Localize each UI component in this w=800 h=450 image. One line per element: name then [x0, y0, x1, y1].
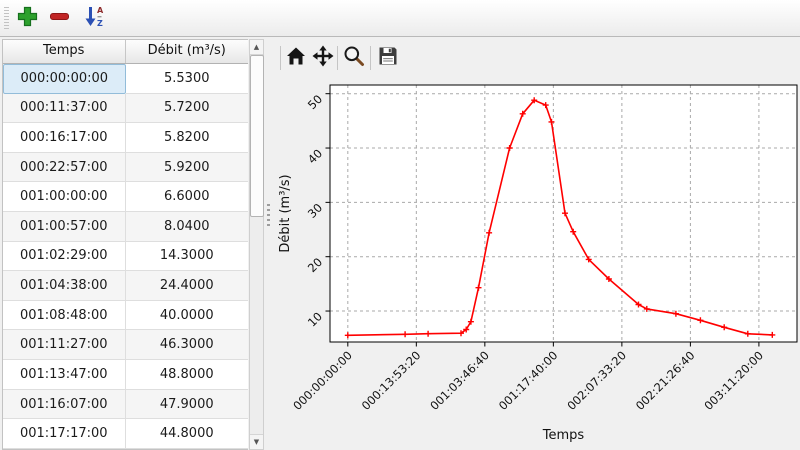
table-cell[interactable]: 000:22:57:00 [3, 152, 126, 183]
table-row: 000:00:00:00 5.5300 [3, 64, 248, 94]
table-cell[interactable]: 000:00:00:00 [3, 64, 126, 94]
svg-text:A: A [97, 6, 104, 15]
pan-icon [312, 45, 334, 71]
triangle-up-icon: ▲ [253, 43, 260, 51]
panel-splitter[interactable] [264, 37, 273, 450]
triangle-down-icon: ▼ [253, 438, 260, 446]
zoom-button[interactable] [340, 42, 367, 73]
home-button[interactable] [282, 42, 309, 73]
save-button[interactable] [374, 42, 401, 73]
y-tick-label: 30 [305, 201, 325, 221]
table-cell[interactable]: 5.8200 [125, 123, 248, 153]
x-tick-label: 002:07:33:20 [564, 348, 629, 413]
table-scrollbar[interactable]: ▲ ▼ [249, 39, 264, 450]
table-cell[interactable]: 8.0400 [125, 212, 248, 242]
zoom-icon [343, 45, 365, 71]
x-tick-label: 003:11:20:00 [701, 348, 766, 413]
chart-panel: 000:00:00:00 000:13:53:20 001:03:46:40 001:… [273, 37, 800, 450]
data-point-markers [344, 97, 776, 339]
x-tick-label: 000:00:00:00 [290, 348, 355, 413]
table-cell[interactable]: 6.6000 [125, 182, 248, 213]
table-row: 001:00:00:00 6.6000 [3, 182, 248, 213]
table-header: Temps Débit (m³/s) [3, 40, 248, 64]
x-tick-label: 001:03:46:40 [427, 348, 492, 413]
table-cell[interactable]: 001:00:57:00 [3, 212, 126, 242]
table-row: 001:02:29:00 14.3000 [3, 241, 248, 272]
table-row: 001:11:27:00 46.3000 [3, 330, 248, 361]
table-row: 000:16:17:00 5.8200 [3, 123, 248, 153]
table-row: 000:11:37:00 5.7200 [3, 93, 248, 124]
toolbar-grip[interactable] [4, 7, 9, 30]
scroll-down-button[interactable]: ▼ [250, 434, 263, 449]
table-row: 001:17:17:00 44.8000 [3, 419, 248, 449]
sort-button[interactable]: A Z [79, 4, 107, 32]
add-row-button[interactable] [13, 4, 41, 32]
splitter-handle-icon [267, 204, 270, 226]
minus-icon [48, 5, 71, 32]
y-tick-label: 20 [305, 255, 325, 275]
table-row: 001:00:57:00 8.0400 [3, 212, 248, 242]
x-tick-label: 001:17:40:00 [496, 348, 561, 413]
table-row: 001:04:38:00 24.4000 [3, 271, 248, 301]
table-cell[interactable]: 48.8000 [125, 360, 248, 390]
save-icon [377, 45, 399, 71]
hydrograph-chart[interactable]: 000:00:00:00 000:13:53:20 001:03:46:40 001:… [273, 80, 800, 450]
y-tick-label: 50 [305, 92, 325, 112]
column-header-debit[interactable]: Débit (m³/s) [147, 43, 226, 58]
table-row: 001:13:47:00 48.8000 [3, 360, 248, 390]
main-toolbar: A Z [0, 0, 800, 37]
sort-az-icon: A Z [81, 4, 105, 32]
hydrograph-table: Temps Débit (m³/s) 000:00:00:00 5.5300 000… [2, 39, 248, 450]
x-tick-label: 000:13:53:20 [359, 348, 424, 413]
table-cell[interactable]: 47.9000 [125, 390, 248, 420]
table-cell[interactable]: 24.4000 [125, 271, 248, 301]
table-cell[interactable]: 001:16:07:00 [3, 389, 126, 420]
table-cell[interactable]: 001:02:29:00 [3, 241, 126, 272]
table-cell[interactable]: 000:16:17:00 [3, 123, 126, 153]
axes-spines [329, 84, 798, 343]
table-cell[interactable]: 001:11:27:00 [3, 330, 126, 361]
x-axis-label: Temps [542, 428, 585, 443]
table-body: 000:00:00:00 5.5300 000:11:37:00 5.7200 000:… [3, 64, 248, 449]
table-cell[interactable]: 001:08:48:00 [3, 300, 126, 331]
separator [337, 46, 338, 70]
y-tick-label: 40 [305, 146, 325, 166]
scroll-up-button[interactable]: ▲ [250, 40, 263, 55]
column-header-temps[interactable]: Temps [3, 40, 126, 63]
table-cell[interactable]: 44.8000 [125, 419, 248, 449]
remove-row-button[interactable] [45, 4, 73, 32]
table-cell[interactable]: 40.0000 [125, 301, 248, 331]
y-tick-label: 10 [305, 309, 325, 329]
table-cell[interactable]: 001:13:47:00 [3, 360, 126, 390]
table-cell[interactable]: 001:17:17:00 [3, 419, 126, 449]
table-cell[interactable]: 5.9200 [125, 153, 248, 183]
table-cell[interactable]: 000:11:37:00 [3, 93, 126, 124]
table-cell[interactable]: 46.3000 [125, 330, 248, 361]
x-tick-label: 002:21:26:40 [633, 348, 698, 413]
table-row: 000:22:57:00 5.9200 [3, 152, 248, 183]
table-cell[interactable]: 5.7200 [125, 94, 248, 124]
pan-button[interactable] [309, 42, 336, 73]
plus-icon [16, 5, 39, 32]
table-cell[interactable]: 001:04:38:00 [3, 271, 126, 301]
table-row: 001:08:48:00 40.0000 [3, 300, 248, 331]
svg-text:Z: Z [97, 19, 103, 28]
separator [370, 46, 371, 70]
home-icon [285, 45, 307, 71]
y-axis-label: Débit (m³/s) [278, 174, 293, 252]
table-cell[interactable]: 14.3000 [125, 242, 248, 272]
table-cell[interactable]: 001:00:00:00 [3, 182, 126, 213]
table-cell[interactable]: 5.5300 [125, 64, 248, 94]
separator [280, 46, 281, 70]
table-row: 001:16:07:00 47.9000 [3, 389, 248, 420]
scrollbar-thumb[interactable] [250, 55, 264, 217]
chart-toolbar [273, 42, 800, 76]
